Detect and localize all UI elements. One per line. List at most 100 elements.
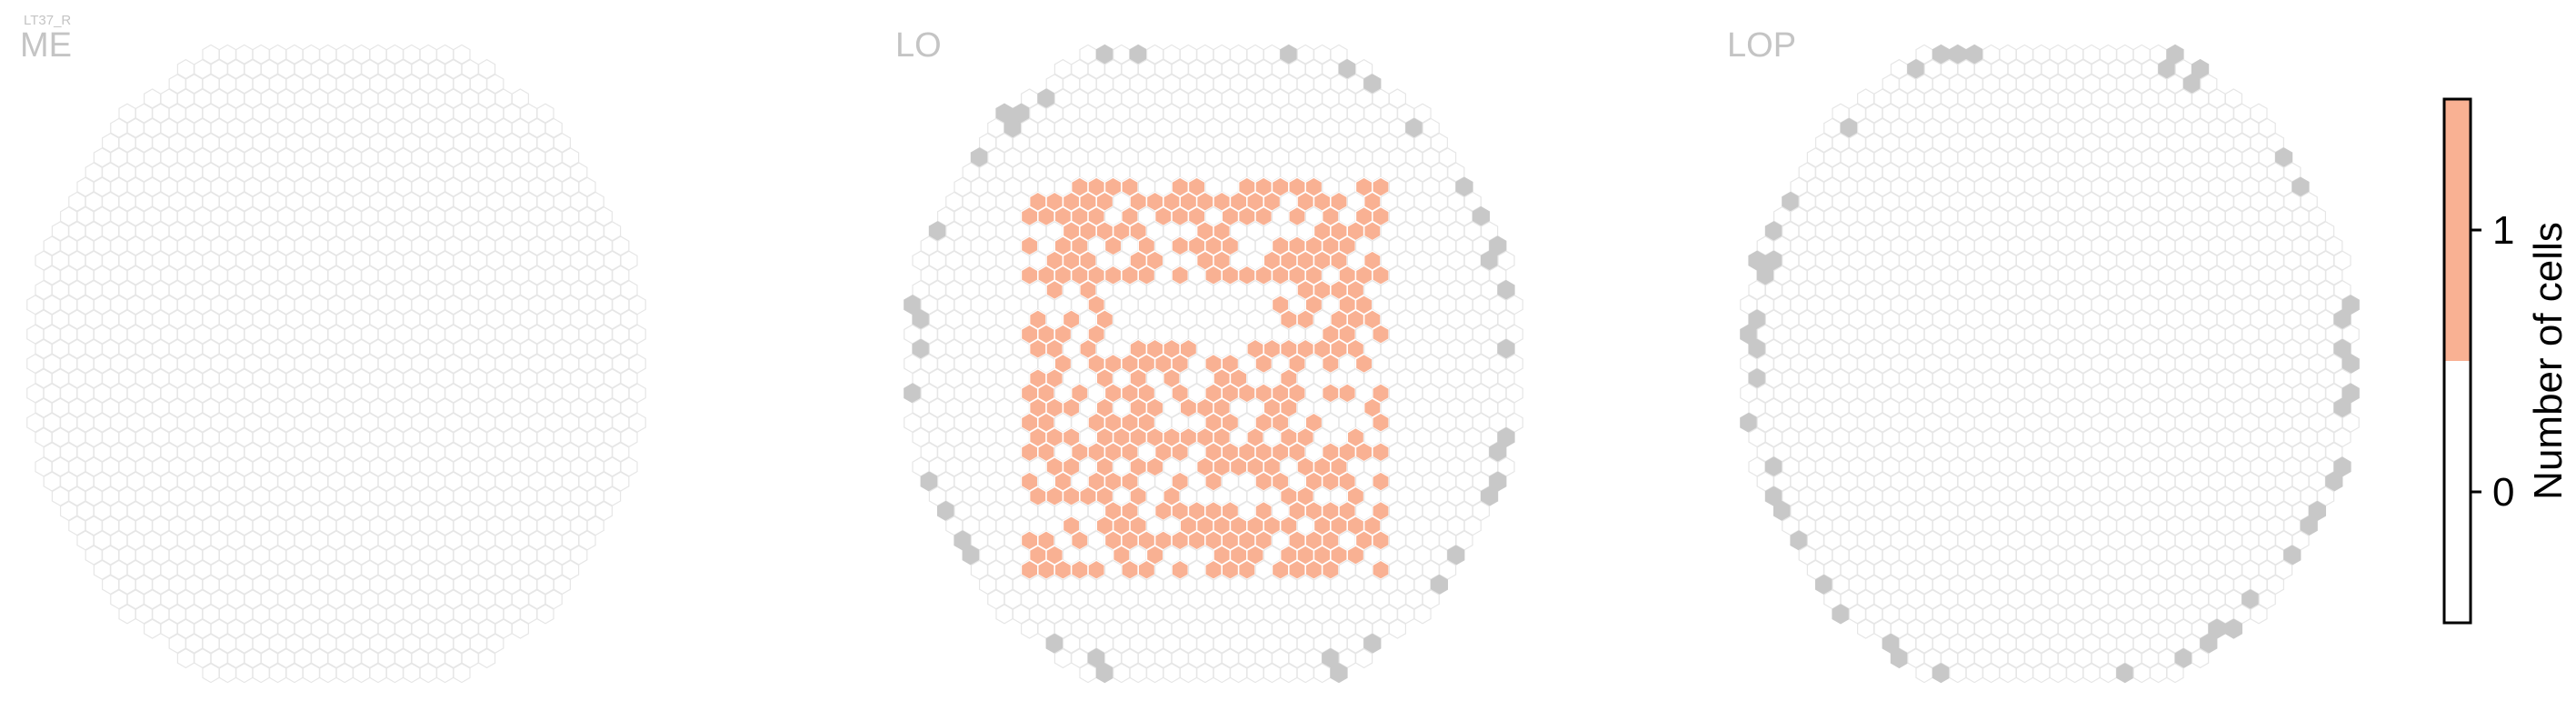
hex-cell <box>2032 663 2051 684</box>
hex-cell <box>1413 604 1432 625</box>
hex-cell <box>2065 663 2084 684</box>
hex-cell <box>319 663 337 684</box>
hex-cell <box>1163 663 1181 684</box>
hex-cell <box>235 663 254 684</box>
hex-cell <box>1020 618 1039 639</box>
hex-cell <box>1213 663 1231 684</box>
hex-cell <box>2149 663 2168 684</box>
hex-cell <box>536 604 554 625</box>
hex-cell <box>1982 663 2001 684</box>
hex-cell <box>268 663 287 684</box>
hex-cell <box>544 117 563 138</box>
hex-cell <box>2224 618 2243 639</box>
hex-cell <box>2082 663 2101 684</box>
hex-cell <box>1915 663 1933 684</box>
hex-cell <box>511 618 530 639</box>
hex-cell <box>385 663 404 684</box>
hex-cell <box>570 162 588 183</box>
hex-cell <box>218 663 237 684</box>
hex-cell <box>285 663 304 684</box>
hex-cell <box>143 618 162 639</box>
hex-cell <box>2132 663 2151 684</box>
colorbar-segment-0 <box>2444 361 2471 623</box>
hex-cell <box>603 221 622 242</box>
hex-cell <box>202 663 220 684</box>
hex-cell <box>302 663 321 684</box>
hex-cell <box>561 147 580 168</box>
hex-cell <box>620 279 638 301</box>
hex-cell <box>2166 663 2184 684</box>
panel-label-me: ME <box>20 26 72 65</box>
hex-cell <box>176 647 195 669</box>
hex-cell <box>1296 663 1314 684</box>
panel-label-lo: LO <box>895 26 942 65</box>
hex-cell <box>1832 604 1850 625</box>
hex-cell <box>628 295 646 315</box>
hex-cell <box>603 486 622 506</box>
hex-cell <box>1196 663 1214 684</box>
hex-cell <box>2099 663 2118 684</box>
cell-type-label: LT37_R <box>24 13 71 28</box>
hex-cell <box>628 324 646 345</box>
hex-cell <box>352 663 371 684</box>
colorbar: 1 0 Number of cells <box>2442 97 2571 625</box>
hex-cell <box>620 250 638 271</box>
hex-cell <box>2250 604 2268 625</box>
hex-cell <box>1999 663 2017 684</box>
hex-cell <box>118 604 136 625</box>
hex-cell <box>620 456 638 477</box>
hex-panel-lo <box>904 44 1523 684</box>
hex-cell <box>1179 663 1198 684</box>
hex-cell <box>612 235 630 256</box>
hex-cell <box>1856 618 1875 639</box>
hex-cell <box>586 516 604 536</box>
hex-cell <box>628 353 646 375</box>
hex-cell <box>403 663 421 684</box>
hex-cell <box>1354 647 1373 669</box>
hex-cell <box>553 132 572 154</box>
hex-cell <box>1965 663 1983 684</box>
hex-cell <box>419 663 437 684</box>
hex-cell <box>620 309 638 330</box>
hex-cell <box>1079 663 1097 684</box>
hex-cell <box>335 663 354 684</box>
hex-cell <box>594 205 614 227</box>
hex-cell <box>435 663 454 684</box>
hex-cell <box>1229 663 1248 684</box>
hex-panel-me <box>26 44 646 684</box>
hex-cell <box>620 397 638 418</box>
hex-cell <box>578 176 596 197</box>
colorbar-segment-1 <box>2444 99 2471 361</box>
hex-cell <box>1949 663 1967 684</box>
hex-panel-lop <box>1740 44 2360 684</box>
hex-cell <box>612 471 630 492</box>
hex-cell <box>1313 663 1332 684</box>
hex-cell <box>628 412 646 433</box>
colorbar-tick-label-1: 1 <box>2492 208 2514 253</box>
hex-cell <box>477 647 496 669</box>
hex-cell <box>586 191 604 212</box>
hex-cell <box>612 265 630 285</box>
hex-cell <box>486 74 504 95</box>
hex-cell <box>594 500 614 522</box>
hex-cell <box>1129 663 1147 684</box>
hex-cell <box>2049 663 2067 684</box>
hex-cell <box>536 103 554 124</box>
hex-cell <box>620 426 638 448</box>
hex-cell <box>252 663 270 684</box>
hex-cell <box>1280 663 1298 684</box>
hex-cell <box>369 663 387 684</box>
colorbar-title: Number of cells <box>2526 222 2571 500</box>
hex-cell <box>477 58 496 80</box>
panel-label-lop: LOP <box>1727 26 1796 65</box>
hex-cell <box>453 663 471 684</box>
hex-cell <box>2191 647 2210 669</box>
hex-cell <box>612 442 630 463</box>
hex-cell <box>995 604 1013 625</box>
hex-cell <box>628 383 646 404</box>
hex-cell <box>1053 647 1073 669</box>
hex-cell <box>1932 663 1951 684</box>
hex-cell <box>2116 663 2134 684</box>
colorbar-tick-label-0: 0 <box>2492 470 2514 515</box>
hex-cell <box>620 368 638 389</box>
